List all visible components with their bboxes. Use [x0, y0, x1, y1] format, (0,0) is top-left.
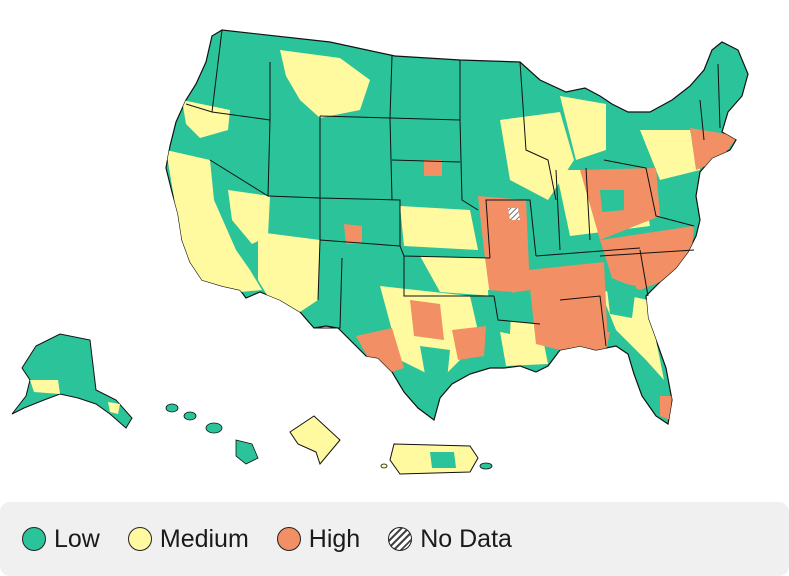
- high-region-south-ms: [568, 330, 610, 350]
- legend-item-no-data[interactable]: No Data: [388, 525, 512, 554]
- map-legend: Low Medium High No Data: [0, 502, 789, 576]
- medium-region-northwest: [280, 50, 370, 118]
- low-patch-georgia: [606, 280, 636, 318]
- medium-region-nevada: [228, 190, 270, 244]
- dc-shape: [289, 415, 341, 466]
- medium-region-kansas: [400, 206, 478, 250]
- low-patch-texas: [420, 346, 450, 390]
- legend-item-low[interactable]: Low: [22, 525, 100, 554]
- high-region-west-texas: [356, 328, 404, 376]
- medium-swatch-icon: [127, 527, 152, 551]
- us-county-map: [11, 29, 749, 475]
- high-region-florida-south: [660, 396, 672, 420]
- no-data-swatch-icon: [388, 527, 413, 551]
- medium-region-michigan: [560, 96, 606, 160]
- alaska-medium-patch: [30, 380, 60, 394]
- high-region-nebraska: [424, 160, 442, 176]
- hawaii-island-big: [235, 439, 259, 465]
- state-borders: [185, 29, 721, 347]
- puerto-rico-low-patch: [430, 452, 456, 468]
- hawaii-island-oahu: [183, 411, 197, 421]
- high-region-colorado: [344, 224, 362, 244]
- high-region-central-texas: [410, 300, 444, 340]
- legend-label-high: High: [308, 524, 361, 553]
- medium-region-northeast: [640, 130, 700, 180]
- high-swatch-icon: [276, 527, 301, 551]
- puerto-rico-region: [380, 443, 493, 475]
- medium-region-arizona: [258, 232, 320, 312]
- alaska-shape: [11, 333, 133, 429]
- medium-region-california: [166, 150, 262, 292]
- puerto-rico-islet-west: [380, 463, 388, 469]
- hawaii-region: [165, 403, 259, 465]
- hawaii-island-kauai: [165, 403, 179, 413]
- high-region-mississippi-alabama: [528, 262, 608, 350]
- hawaii-island-maui: [205, 422, 223, 434]
- alaska-medium-patch-se: [108, 402, 120, 414]
- high-region-missouri-arkansas: [478, 196, 530, 296]
- dc-region: [289, 415, 341, 466]
- low-patch-south: [488, 290, 512, 334]
- medium-region-oklahoma: [420, 256, 494, 296]
- low-swatch-icon: [22, 527, 46, 551]
- county-fill-layer: [166, 50, 738, 420]
- medium-region-midwest: [500, 112, 574, 200]
- alaska-region: [11, 333, 133, 429]
- low-patch-ohio: [600, 190, 624, 212]
- map-svg: [11, 29, 749, 475]
- legend-label-low: Low: [54, 524, 100, 553]
- legend-label-no-data: No Data: [420, 524, 512, 553]
- legend-item-high[interactable]: High: [276, 524, 361, 554]
- puerto-rico-islet: [479, 462, 493, 470]
- high-region-south-texas: [452, 326, 486, 360]
- medium-region-oregon: [182, 100, 230, 138]
- high-region-new-england: [690, 128, 738, 170]
- conus-region: [165, 29, 749, 426]
- legend-item-medium[interactable]: Medium: [127, 524, 249, 554]
- legend-label-medium: Medium: [159, 524, 249, 553]
- no-data-patch-missouri: [508, 208, 520, 220]
